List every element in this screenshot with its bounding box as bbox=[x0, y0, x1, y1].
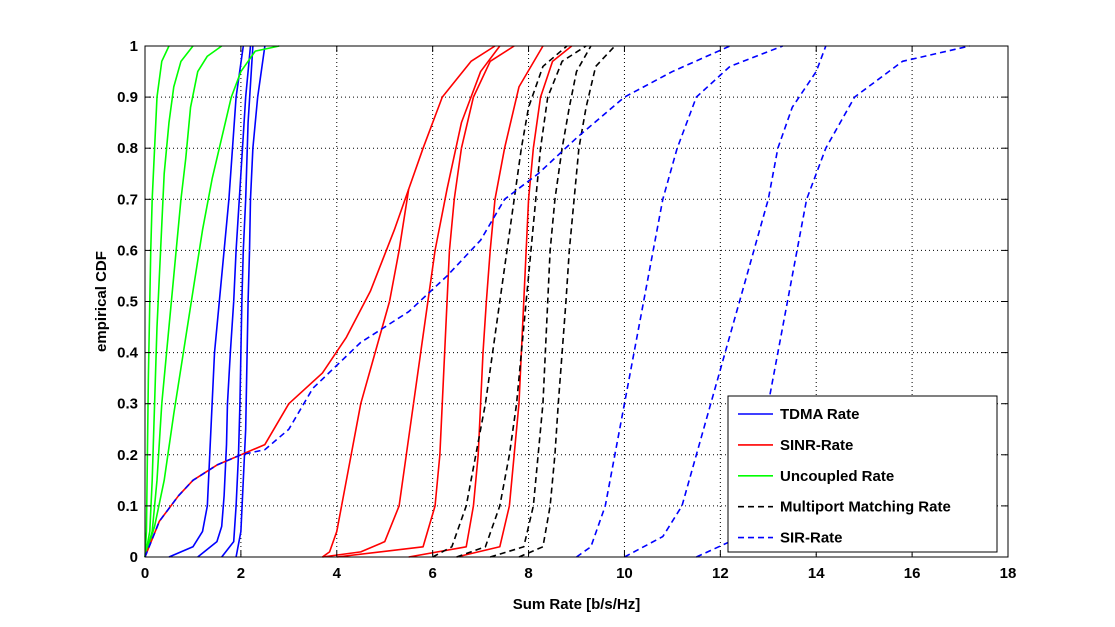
series-line-sinr-rate-9 bbox=[336, 45, 515, 558]
series-line-sir-rate-19 bbox=[576, 45, 783, 558]
series-line-multiport-matching-rate-15 bbox=[456, 45, 587, 558]
x-tick-label: 4 bbox=[333, 565, 342, 582]
y-tick-label: 0.4 bbox=[117, 345, 139, 362]
series-line-uncoupled-rate-6 bbox=[144, 45, 223, 558]
series-line-sinr-rate-12 bbox=[321, 188, 410, 558]
series-line-uncoupled-rate-7 bbox=[144, 45, 280, 558]
y-tick-label: 0 bbox=[130, 549, 138, 566]
x-tick-label: 14 bbox=[808, 565, 825, 582]
series-line-sir-rate-18 bbox=[144, 45, 731, 558]
x-tick-label: 16 bbox=[904, 565, 921, 582]
x-tick-label: 12 bbox=[712, 565, 729, 582]
x-tick-label: 8 bbox=[524, 565, 532, 582]
legend-box bbox=[727, 395, 998, 553]
x-tick-label: 10 bbox=[616, 565, 633, 582]
legend-label: SINR-Rate bbox=[780, 437, 853, 454]
y-tick-label: 0.5 bbox=[117, 294, 138, 311]
series-line-tdma-rate-3 bbox=[235, 45, 266, 558]
series-line-tdma-rate-2 bbox=[221, 45, 254, 558]
series-line-tdma-rate-0 bbox=[168, 45, 245, 558]
series-line-multiport-matching-rate-14 bbox=[432, 45, 568, 558]
legend-label: TDMA Rate bbox=[780, 406, 859, 423]
y-tick-label: 0.6 bbox=[117, 242, 138, 259]
series-line-sinr-rate-11 bbox=[456, 45, 573, 558]
y-tick-label: 1 bbox=[130, 38, 138, 55]
series-line-tdma-rate-1 bbox=[197, 45, 252, 558]
y-tick-label: 0.9 bbox=[117, 89, 138, 106]
x-tick-label: 6 bbox=[428, 565, 436, 582]
series-line-sir-rate-20 bbox=[624, 45, 827, 558]
x-tick-label: 0 bbox=[141, 565, 149, 582]
y-axis-label: empirical CDF bbox=[93, 251, 110, 352]
series-line-uncoupled-rate-5 bbox=[144, 45, 194, 558]
series-lines bbox=[144, 45, 970, 558]
y-tick-label: 0.8 bbox=[117, 140, 138, 157]
series-line-multiport-matching-rate-17 bbox=[518, 45, 616, 558]
y-tick-label: 0.2 bbox=[117, 447, 138, 464]
legend-label: Uncoupled Rate bbox=[780, 468, 894, 485]
x-tick-label: 18 bbox=[1000, 565, 1017, 582]
y-tick-label: 0.1 bbox=[117, 498, 138, 515]
series-line-sinr-rate-8 bbox=[322, 45, 501, 558]
y-tick-label: 0.3 bbox=[117, 396, 138, 413]
x-axis-label: Sum Rate [b/s/Hz] bbox=[513, 596, 641, 613]
series-line-sinr-rate-10 bbox=[408, 45, 544, 558]
axis-ticks: 0 2 4 6 8 10 12 14 16 18 0 0.1 0.2 0.3 0.4 0.5 0.6 0.7 0.8… bbox=[117, 38, 1016, 582]
legend-items: TDMA Rate SINR-Rate Uncoupled Rate Multipor… bbox=[738, 406, 951, 547]
legend-label: SIR-Rate bbox=[780, 530, 843, 547]
legend-label: Multiport Matching Rate bbox=[780, 499, 951, 516]
legend: TDMA Rate SINR-Rate Uncoupled Rate Multipor… bbox=[727, 395, 998, 553]
series-line-multiport-matching-rate-16 bbox=[489, 45, 592, 558]
y-tick-label: 0.7 bbox=[117, 191, 138, 208]
x-tick-label: 2 bbox=[237, 565, 245, 582]
